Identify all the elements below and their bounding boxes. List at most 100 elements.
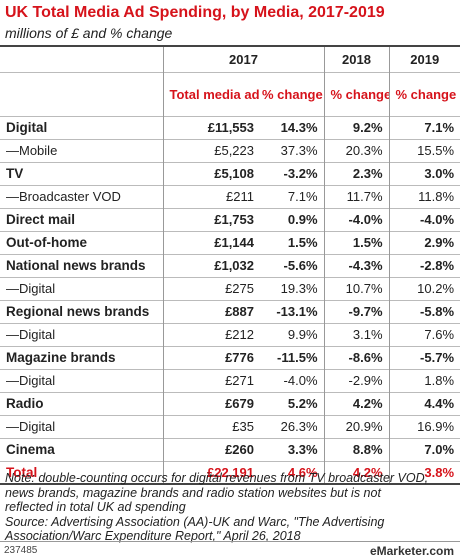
cell-change-2019: 7.1% xyxy=(388,115,460,139)
cell-change-2019: 10.2% xyxy=(388,276,460,300)
cell-spend-2017: £212 xyxy=(162,322,260,346)
brand-logo: eMarketer.com xyxy=(370,544,454,558)
note-line: Note: double-counting occurs for digital… xyxy=(5,471,429,485)
cell-change-2019: 11.8% xyxy=(388,184,460,208)
cell-change-2018: -8.6% xyxy=(323,345,390,369)
cell-change-2019: 3.0% xyxy=(388,161,460,185)
table-row: —Digital £35 26.3% 20.9% 16.9% xyxy=(0,414,460,438)
table-row: —Broadcaster VOD £211 7.1% 11.7% 11.8% xyxy=(0,184,460,208)
cell-change-2017: 3.3% xyxy=(260,437,325,461)
cell-change-2017: 9.9% xyxy=(260,322,325,346)
table-row: —Mobile £5,223 37.3% 20.3% 15.5% xyxy=(0,138,460,162)
cell-change-2018: 20.9% xyxy=(323,414,390,438)
note-line: Source: Advertising Association (AA)-UK … xyxy=(5,514,385,529)
table-row: Out-of-home £1,144 1.5% 1.5% 2.9% xyxy=(0,230,460,254)
cell-change-2019: -5.7% xyxy=(388,345,460,369)
subheader-change-2019: % change xyxy=(388,71,460,116)
row-label: Magazine brands xyxy=(0,345,163,369)
cell-change-2019: 3.8% xyxy=(388,460,460,485)
cell-change-2018: -4.3% xyxy=(323,253,390,277)
cell-change-2019: 4.4% xyxy=(388,391,460,415)
cell-change-2017: -3.2% xyxy=(260,161,325,185)
cell-change-2017: 26.3% xyxy=(260,414,325,438)
row-label: Regional news brands xyxy=(0,299,163,323)
cell-change-2017: 0.9% xyxy=(260,207,325,231)
cell-change-2019: -4.0% xyxy=(388,207,460,231)
table-row: —Digital £271 -4.0% -2.9% 1.8% xyxy=(0,368,460,392)
cell-change-2017: -13.1% xyxy=(260,299,325,323)
row-label: Cinema xyxy=(0,437,163,461)
cell-change-2018: 20.3% xyxy=(323,138,390,162)
cell-change-2017: 37.3% xyxy=(260,138,325,162)
row-label: —Digital xyxy=(0,322,163,346)
cell-change-2017: -5.6% xyxy=(260,253,325,277)
cell-spend-2017: £776 xyxy=(162,345,260,369)
cell-change-2019: 1.8% xyxy=(388,368,460,392)
brand-suffix: .com xyxy=(425,544,454,558)
chart-id: 237485 xyxy=(4,545,38,556)
year-header-2018: 2018 xyxy=(323,45,390,72)
cell-spend-2017: £1,144 xyxy=(162,230,260,254)
cell-spend-2017: £5,223 xyxy=(162,138,260,162)
cell-change-2019: 7.0% xyxy=(388,437,460,461)
row-label: —Digital xyxy=(0,276,163,300)
table-row: Magazine brands £776 -11.5% -8.6% -5.7% xyxy=(0,345,460,369)
cell-change-2017: -4.0% xyxy=(260,368,325,392)
cell-change-2019: 2.9% xyxy=(388,230,460,254)
cell-change-2017: 7.1% xyxy=(260,184,325,208)
cell-spend-2017: £11,553 xyxy=(162,115,260,139)
note-line: reflected in total UK ad spending xyxy=(5,500,186,514)
cell-change-2018: -2.9% xyxy=(323,368,390,392)
cell-change-2018: 11.7% xyxy=(323,184,390,208)
table-row: —Digital £275 19.3% 10.7% 10.2% xyxy=(0,276,460,300)
subheader-change-2018: % change xyxy=(323,71,390,116)
table-row: —Digital £212 9.9% 3.1% 7.6% xyxy=(0,322,460,346)
cell-change-2018: 1.5% xyxy=(323,230,390,254)
row-label: Direct mail xyxy=(0,207,163,231)
subheader-change-2017: % change xyxy=(260,71,325,116)
cell-change-2018: -4.0% xyxy=(323,207,390,231)
cell-spend-2017: £22,191 xyxy=(162,460,260,485)
total-row: Total £22,191 4.6% 4.2% 3.8% xyxy=(0,460,460,485)
cell-change-2017: 4.6% xyxy=(260,460,325,485)
cell-spend-2017: £275 xyxy=(162,276,260,300)
row-label: Total xyxy=(0,460,163,485)
cell-spend-2017: £679 xyxy=(162,391,260,415)
cell-spend-2017: £271 xyxy=(162,368,260,392)
table-row: Direct mail £1,753 0.9% -4.0% -4.0% xyxy=(0,207,460,231)
cell-change-2018: 9.2% xyxy=(323,115,390,139)
row-label: National news brands xyxy=(0,253,163,277)
row-label: Radio xyxy=(0,391,163,415)
cell-spend-2017: £211 xyxy=(162,184,260,208)
subheader-blank xyxy=(0,71,163,116)
cell-change-2019: 16.9% xyxy=(388,414,460,438)
row-label: —Mobile xyxy=(0,138,163,162)
table-row: Regional news brands £887 -13.1% -9.7% -5.8% xyxy=(0,299,460,323)
cell-change-2019: 15.5% xyxy=(388,138,460,162)
cell-change-2019: -5.8% xyxy=(388,299,460,323)
row-label: Out-of-home xyxy=(0,230,163,254)
row-label: TV xyxy=(0,161,163,185)
table-body: Digital £11,553 14.3% 9.2% 7.1% —Mobile £5,223… xyxy=(0,115,460,485)
cell-change-2017: 5.2% xyxy=(260,391,325,415)
cell-change-2017: -11.5% xyxy=(260,345,325,369)
cell-change-2017: 19.3% xyxy=(260,276,325,300)
table-row: TV £5,108 -3.2% 2.3% 3.0% xyxy=(0,161,460,185)
year-header-2019: 2019 xyxy=(388,45,460,72)
chart-note: Note: double-counting occurs for digital… xyxy=(5,471,428,544)
chart-title: UK Total Media Ad Spending, by Media, 20… xyxy=(5,4,385,21)
cell-change-2017: 14.3% xyxy=(260,115,325,139)
cell-change-2019: 7.6% xyxy=(388,322,460,346)
row-label: —Digital xyxy=(0,414,163,438)
data-table: 2017 2018 2019 Total media ad spending %… xyxy=(0,45,460,485)
cell-change-2018: 4.2% xyxy=(323,460,390,485)
footer: 237485 eMarketer.com xyxy=(0,541,460,559)
brand-name: eMarketer xyxy=(369,544,426,558)
table-row: National news brands £1,032 -5.6% -4.3% -2.8… xyxy=(0,253,460,277)
year-header-2017: 2017 xyxy=(162,45,325,72)
table-row: Digital £11,553 14.3% 9.2% 7.1% xyxy=(0,115,460,139)
subheader-row: Total media ad spending % change % chang… xyxy=(0,71,460,116)
cell-spend-2017: £887 xyxy=(162,299,260,323)
cell-change-2018: 10.7% xyxy=(323,276,390,300)
cell-change-2017: 1.5% xyxy=(260,230,325,254)
